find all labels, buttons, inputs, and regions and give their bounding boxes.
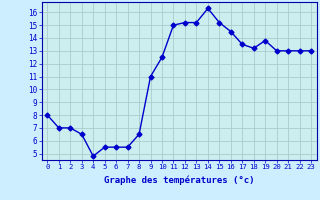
X-axis label: Graphe des températures (°c): Graphe des températures (°c) bbox=[104, 176, 254, 185]
